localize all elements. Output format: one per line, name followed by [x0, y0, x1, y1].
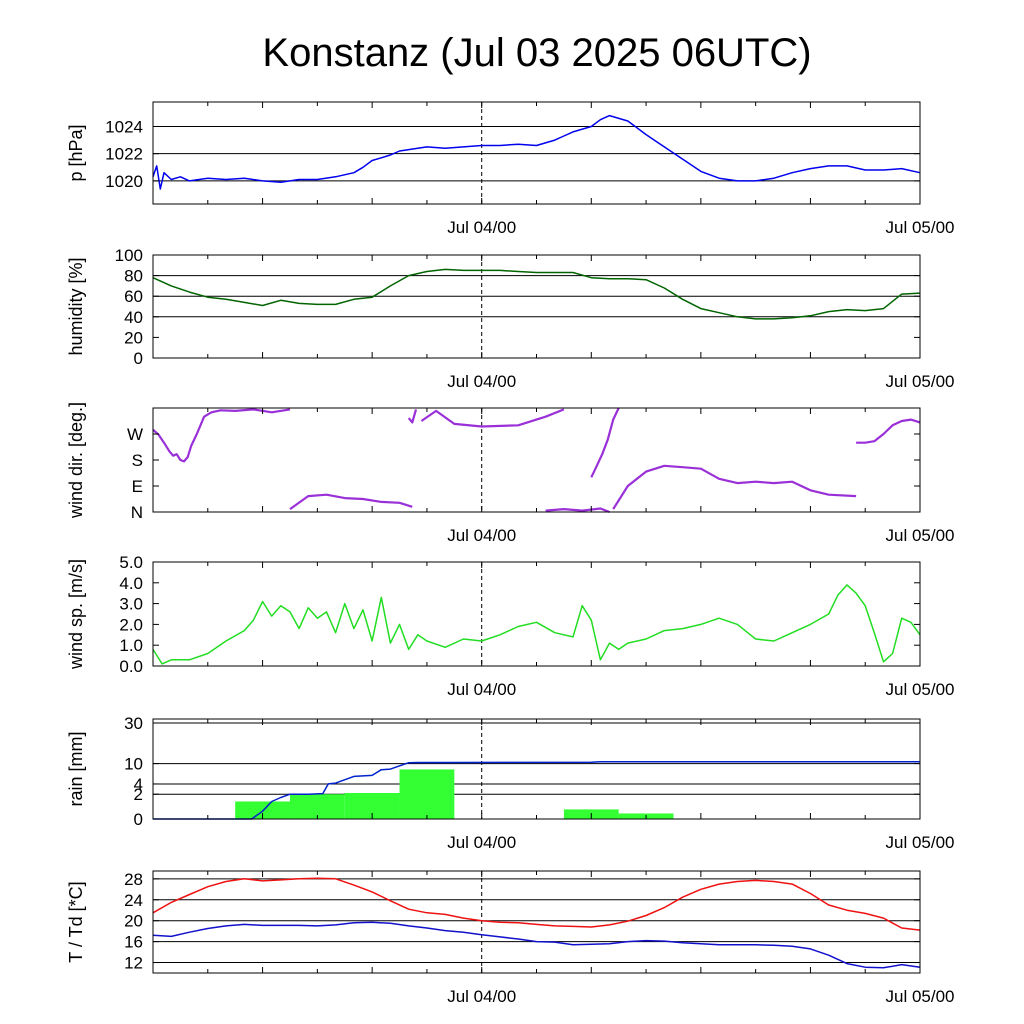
y-tick-label: S — [132, 451, 143, 470]
panel-pressure: 1020 1022 1024 p [hPa] Jul 04/00 Jul 05/00 — [66, 101, 955, 237]
y-tick-label: 0 — [134, 349, 143, 368]
x-tick-label: Jul 05/00 — [886, 218, 955, 237]
y-tick-label: 30 — [124, 714, 143, 733]
plot-frame — [152, 101, 921, 205]
series-line-temperature — [152, 877, 921, 931]
wind-dir-points — [407, 409, 418, 424]
y-tick-label: 28 — [124, 870, 143, 889]
y-tick-label: 1022 — [105, 145, 143, 164]
plot-frame — [152, 561, 921, 667]
wind-dir-points — [420, 408, 565, 428]
x-tick-label: Jul 04/00 — [447, 218, 516, 237]
y-tick-label: 1020 — [105, 172, 143, 191]
y-tick-label: 20 — [124, 912, 143, 931]
chart-title: Konstanz (Jul 03 2025 06UTC) — [262, 31, 811, 75]
y-tick-label: N — [131, 503, 143, 522]
y-tick-label: 2.0 — [119, 615, 143, 634]
rain-bar — [289, 794, 345, 819]
y-tick-label: E — [132, 477, 143, 496]
y-axis-label: humidity [%] — [66, 257, 86, 355]
y-axis-label: wind sp. [m/s] — [66, 559, 86, 670]
x-tick-label: Jul 05/00 — [886, 372, 955, 391]
plot-frame — [152, 407, 921, 513]
x-tick-label: Jul 05/00 — [886, 987, 955, 1006]
x-tick-label: Jul 04/00 — [447, 526, 516, 545]
x-tick-label: Jul 04/00 — [447, 680, 516, 699]
y-tick-label: 4 — [134, 775, 143, 794]
series-line-wind_speed — [152, 584, 921, 665]
wind-dir-points — [289, 493, 413, 510]
x-tick-label: Jul 05/00 — [886, 526, 955, 545]
series-line-dewpoint — [152, 921, 921, 969]
x-tick-label: Jul 05/00 — [886, 680, 955, 699]
y-tick-label: 5.0 — [119, 553, 143, 572]
y-tick-label: 3.0 — [119, 595, 143, 614]
y-tick-label: W — [127, 425, 143, 444]
y-tick-label: 2 — [134, 785, 143, 804]
x-tick-label: Jul 04/00 — [447, 372, 516, 391]
y-tick-label: 4.0 — [119, 574, 143, 593]
plot-frame — [152, 254, 921, 359]
wind-dir-points — [545, 507, 610, 514]
plot-frame — [152, 870, 921, 974]
y-tick-label: 60 — [124, 287, 143, 306]
y-tick-label: 1.0 — [119, 636, 143, 655]
y-axis-label: rain [mm] — [66, 731, 86, 806]
y-tick-label: 24 — [124, 891, 143, 910]
y-tick-label: 10 — [124, 755, 143, 774]
y-tick-label: 0 — [134, 810, 143, 829]
wind-dir-points — [856, 418, 921, 444]
wind-dir-points — [152, 408, 291, 463]
y-tick-label: 80 — [124, 267, 143, 286]
panel-wind_speed: 0.0 1.0 2.03.0 4.0 5.0 wind sp. [m/s] Jul 04/0… — [66, 553, 955, 699]
x-tick-label: Jul 05/00 — [886, 833, 955, 852]
y-axis-label: wind dir. [deg.] — [66, 402, 86, 519]
y-tick-label: 1024 — [105, 117, 143, 136]
y-tick-label: 0.0 — [119, 657, 143, 676]
x-tick-label: Jul 04/00 — [447, 987, 516, 1006]
wind-dir-points — [612, 464, 857, 510]
y-tick-label: 16 — [124, 933, 143, 952]
x-tick-label: Jul 04/00 — [447, 833, 516, 852]
panel-temperature: 12 16 20 24 28 T / Td [*C] Jul 04/00 Jul 05/00 — [66, 870, 955, 1006]
y-tick-label: 12 — [124, 954, 143, 973]
y-tick-label: 100 — [115, 246, 143, 265]
series-line-pressure — [152, 114, 921, 190]
y-axis-label: p [hPa] — [66, 124, 86, 181]
y-tick-label: 40 — [124, 308, 143, 327]
y-tick-label: 20 — [124, 328, 143, 347]
wind-dir-points — [590, 407, 620, 478]
rain-bar — [399, 769, 455, 819]
series-line-rain_line — [153, 760, 920, 820]
y-axis-label: T / Td [*C] — [66, 881, 86, 962]
series-line-humidity — [152, 268, 921, 320]
